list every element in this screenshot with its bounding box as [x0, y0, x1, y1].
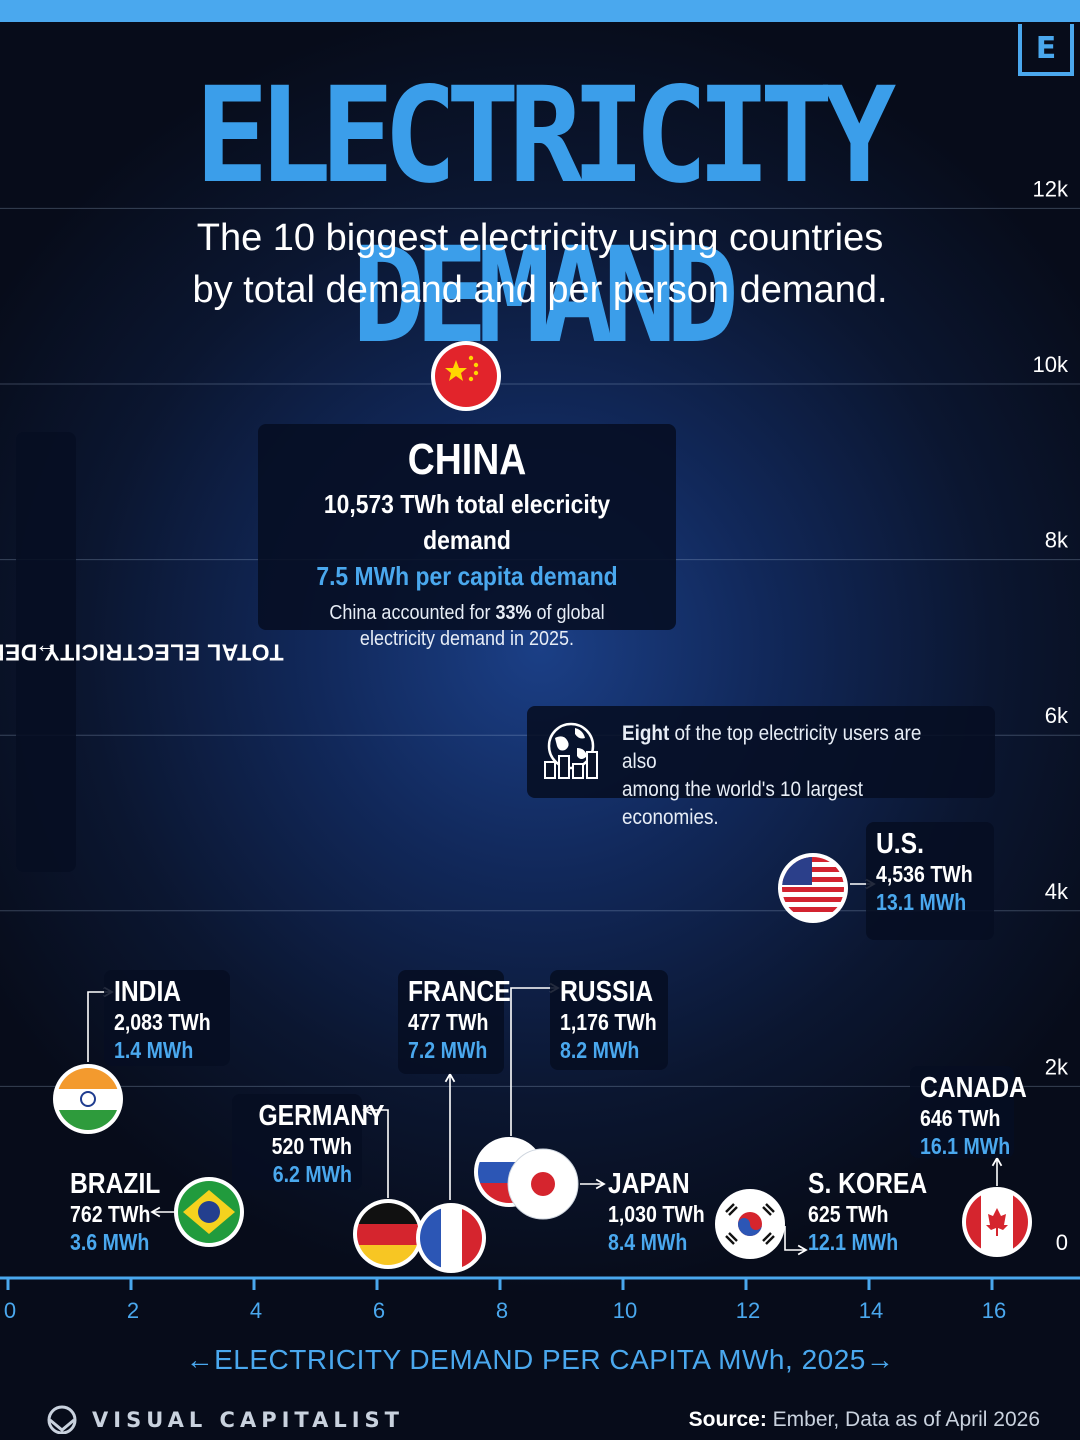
- label-canada-pc: 16.1 MWh: [920, 1133, 1011, 1159]
- connector-germany: [362, 1104, 389, 1198]
- label-india: INDIA 2,083 TWh 1.4 MWh: [104, 970, 230, 1066]
- label-france-total: 477 TWh: [408, 1009, 489, 1035]
- y-tick-label: 8k: [1045, 528, 1069, 553]
- label-france-name: FRANCE: [408, 976, 511, 1008]
- subtitle-line-1: The 10 biggest electricity using countri…: [196, 217, 884, 259]
- connector-russia: [510, 982, 560, 1136]
- x-tick-label: 10: [613, 1298, 637, 1323]
- label-russia: RUSSIA 1,176 TWh 8.2 MWh: [550, 970, 668, 1070]
- flag-japan-icon: [507, 1148, 579, 1220]
- x-axis: 0 2 4 6 8 10 12 14 16: [0, 1276, 1080, 1323]
- y-tick-label: 10k: [1033, 352, 1069, 377]
- y-tick-label: 12k: [1033, 176, 1069, 201]
- flag-china-icon: [431, 341, 501, 411]
- source-note: Source: Ember, Data as of April 2026: [688, 1408, 1040, 1431]
- visual-capitalist-logo-icon: [47, 1405, 77, 1434]
- x-tick-label: 4: [250, 1298, 262, 1323]
- chart-title: ELECTRICITY DEMAND: [194, 59, 896, 373]
- x-axis-title: ←ELECTRICITY DEMAND PER CAPITA MWh, 2025…: [185, 1344, 895, 1375]
- economy-note: Eight of the top electricity users are a…: [527, 706, 995, 829]
- x-tick-label: 8: [496, 1298, 508, 1323]
- label-russia-total: 1,176 TWh: [560, 1009, 657, 1035]
- label-us: U.S. 4,536 TWh 13.1 MWh: [866, 822, 994, 940]
- label-germany-pc: 6.2 MWh: [272, 1161, 352, 1187]
- label-skorea-total: 625 TWh: [808, 1201, 889, 1227]
- chart-subtitle: The 10 biggest electricity using countri…: [140, 212, 940, 316]
- label-india-pc: 1.4 MWh: [114, 1037, 194, 1063]
- x-tick-label: 6: [373, 1298, 385, 1323]
- economy-note-text: Eight of the top electricity users are a…: [622, 722, 922, 829]
- x-tick-label: 16: [982, 1298, 1006, 1323]
- label-brazil-name: BRAZIL: [70, 1168, 161, 1200]
- label-france: FRANCE 477 TWh 7.2 MWh: [398, 970, 511, 1074]
- y-tick-label: 2k: [1045, 1054, 1069, 1079]
- label-japan: JAPAN 1,030 TWh 8.4 MWh: [608, 1168, 722, 1256]
- label-russia-pc: 8.2 MWh: [560, 1037, 640, 1063]
- logo-letter: E: [1035, 30, 1057, 66]
- label-skorea: S. KOREA 625 TWh 12.1 MWh: [808, 1168, 948, 1256]
- label-brazil-total: 762 TWh: [70, 1201, 151, 1227]
- label-japan-pc: 8.4 MWh: [608, 1229, 688, 1255]
- label-skorea-pc: 12.1 MWh: [808, 1229, 899, 1255]
- label-us-pc: 13.1 MWh: [876, 889, 967, 915]
- label-japan-name: JAPAN: [608, 1168, 690, 1200]
- label-brazil-pc: 3.6 MWh: [70, 1229, 150, 1255]
- y-tick-labels: 0 2k 4k 6k 8k 10k 12k: [1033, 176, 1069, 1255]
- x-tick-label: 0: [4, 1298, 16, 1323]
- label-skorea-name: S. KOREA: [808, 1168, 928, 1200]
- x-tick-label: 14: [859, 1298, 883, 1323]
- label-germany-total: 520 TWh: [271, 1133, 352, 1159]
- flag-canada-icon: [962, 1187, 1032, 1257]
- flag-india-icon: [53, 1064, 123, 1134]
- china-total: 10,573 TWh total elecricity demand: [323, 489, 611, 555]
- brand-name: VISUAL CAPITALIST: [92, 1408, 405, 1432]
- label-india-total: 2,083 TWh: [114, 1009, 211, 1035]
- y-tick-label: 4k: [1045, 879, 1069, 904]
- flag-france-icon: [416, 1203, 486, 1273]
- label-india-name: INDIA: [114, 976, 182, 1008]
- connector-skorea: [784, 1226, 808, 1256]
- label-us-total: 4,536 TWh: [876, 861, 973, 887]
- flag-skorea-icon: [715, 1189, 785, 1259]
- globe-chart-icon: [544, 722, 598, 779]
- china-note: China accounted for 33% of global electr…: [329, 602, 605, 650]
- x-axis-label-text: ELECTRICITY DEMAND PER CAPITA MWh, 2025: [214, 1344, 866, 1375]
- label-canada-name: CANADA: [920, 1072, 1027, 1104]
- label-russia-name: RUSSIA: [560, 976, 654, 1008]
- label-japan-total: 1,030 TWh: [608, 1201, 705, 1227]
- flag-us-icon: [778, 853, 848, 923]
- label-canada: CANADA 646 TWh 16.1 MWh: [910, 1066, 1027, 1159]
- label-france-pc: 7.2 MWh: [408, 1037, 488, 1063]
- x-tick-label: 12: [736, 1298, 760, 1323]
- top-accent-bar: [0, 0, 1080, 22]
- china-per-capita: 7.5 MWh per capita demand: [316, 561, 618, 591]
- subtitle-line-2: by total demand and per person demand.: [192, 269, 888, 311]
- label-germany: GERMANY 520 TWh 6.2 MWh: [232, 1094, 385, 1190]
- y-tick-label: 6k: [1045, 703, 1069, 728]
- label-germany-name: GERMANY: [258, 1100, 385, 1132]
- label-us-name: U.S.: [876, 828, 924, 860]
- flag-germany-icon: [353, 1199, 423, 1269]
- label-canada-total: 646 TWh: [920, 1105, 1001, 1131]
- y-axis-title-panel: [16, 432, 76, 872]
- y-tick-label: 0: [1056, 1230, 1068, 1255]
- label-brazil: BRAZIL 762 TWh 3.6 MWh: [70, 1168, 176, 1256]
- x-tick-label: 2: [127, 1298, 139, 1323]
- china-callout: CHINA 10,573 TWh total elecricity demand…: [258, 424, 676, 650]
- china-name: CHINA: [407, 435, 527, 484]
- publisher-logo-badge: E: [1018, 24, 1074, 76]
- flag-brazil-icon: [174, 1177, 244, 1247]
